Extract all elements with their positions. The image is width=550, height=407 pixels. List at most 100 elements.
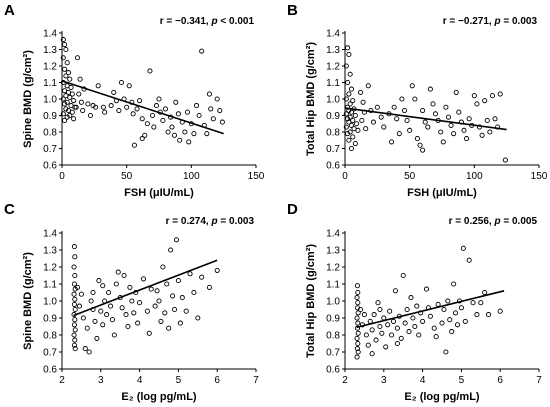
- data-point: [88, 298, 94, 304]
- data-point: [195, 315, 201, 321]
- data-point: [164, 281, 170, 287]
- data-point: [82, 346, 88, 352]
- y-tick-label: 0.6: [43, 161, 57, 172]
- correlation-annotation: r = −0.271, p = 0.003: [443, 16, 538, 27]
- data-point: [414, 303, 420, 309]
- data-point: [77, 76, 83, 82]
- data-point: [170, 293, 176, 299]
- data-point: [374, 104, 380, 110]
- y-tick-label: 1.3: [43, 246, 57, 257]
- data-point: [470, 300, 476, 306]
- data-point: [363, 126, 369, 132]
- data-point: [111, 89, 117, 95]
- y-tick-label: 0.9: [326, 314, 340, 325]
- y-tick-label: 0.7: [43, 144, 57, 155]
- panel-letter: D: [287, 201, 298, 218]
- data-point: [345, 79, 351, 86]
- data-point: [451, 131, 457, 137]
- data-point: [86, 349, 92, 355]
- data-point: [352, 112, 358, 119]
- x-tick-label: 100: [183, 171, 200, 182]
- data-point: [173, 99, 179, 105]
- data-point: [94, 335, 100, 341]
- data-point: [62, 101, 68, 107]
- data-point: [378, 114, 384, 120]
- regression-line: [344, 107, 507, 131]
- x-axis-title: E₂ (log pg/mL): [404, 391, 479, 403]
- data-point: [482, 289, 488, 296]
- data-point: [484, 117, 490, 123]
- data-point: [420, 108, 426, 114]
- x-tick-label: 100: [466, 171, 483, 182]
- data-point: [389, 139, 395, 145]
- data-point: [113, 281, 119, 287]
- data-point: [389, 332, 395, 338]
- data-point: [394, 116, 400, 122]
- data-point: [347, 71, 353, 77]
- data-point: [84, 325, 90, 331]
- data-point: [72, 272, 78, 279]
- data-point: [139, 116, 145, 122]
- data-point: [350, 134, 356, 140]
- data-point: [115, 269, 121, 275]
- data-point: [449, 329, 455, 335]
- data-point: [453, 310, 459, 316]
- data-point: [359, 117, 365, 123]
- data-point: [404, 117, 410, 123]
- correlation-annotation: r = 0.256, p = 0.005: [449, 216, 538, 227]
- data-point: [126, 83, 132, 89]
- y-tick-label: 1.0: [43, 95, 57, 106]
- data-point: [90, 289, 96, 296]
- stat-p-symbol: p: [210, 16, 217, 27]
- data-point: [153, 103, 159, 109]
- data-point: [72, 317, 78, 323]
- data-point: [346, 51, 352, 58]
- data-point: [92, 318, 98, 324]
- data-point: [486, 312, 492, 318]
- y-tick-label: 0.7: [326, 144, 340, 155]
- data-point: [354, 315, 360, 321]
- data-point: [439, 320, 445, 326]
- y-tick-label: 1.1: [326, 280, 340, 291]
- data-point: [373, 337, 379, 343]
- data-point: [134, 106, 140, 112]
- data-point: [65, 70, 72, 76]
- regression-line: [356, 290, 505, 329]
- data-point: [168, 247, 174, 253]
- data-point: [147, 68, 153, 74]
- data-point: [62, 66, 68, 72]
- data-point: [431, 325, 437, 331]
- x-tick-label: 150: [248, 171, 265, 182]
- data-point: [385, 322, 391, 328]
- data-point: [396, 131, 402, 137]
- data-point: [398, 335, 404, 341]
- x-tick-label: 7: [536, 375, 542, 386]
- data-point: [214, 96, 220, 102]
- data-point: [171, 306, 178, 313]
- data-point: [158, 318, 164, 324]
- data-point: [80, 315, 86, 321]
- data-point: [371, 312, 377, 318]
- data-point: [346, 119, 352, 125]
- data-point: [416, 332, 422, 338]
- data-point: [355, 330, 361, 336]
- y-tick-label: 1.4: [326, 229, 340, 240]
- data-point: [214, 267, 220, 273]
- data-point: [445, 298, 451, 304]
- data-point: [355, 340, 361, 347]
- data-point: [357, 306, 364, 313]
- data-point: [71, 291, 77, 297]
- data-point: [453, 89, 459, 95]
- data-point: [71, 264, 77, 270]
- data-point: [191, 289, 197, 296]
- data-point: [461, 127, 467, 133]
- data-point: [355, 320, 361, 326]
- data-point: [191, 131, 197, 137]
- data-point: [140, 276, 147, 282]
- data-point: [73, 104, 79, 110]
- data-point: [71, 322, 77, 328]
- data-point: [93, 104, 99, 110]
- data-point: [354, 295, 360, 301]
- data-point: [476, 124, 483, 130]
- data-point: [343, 63, 349, 69]
